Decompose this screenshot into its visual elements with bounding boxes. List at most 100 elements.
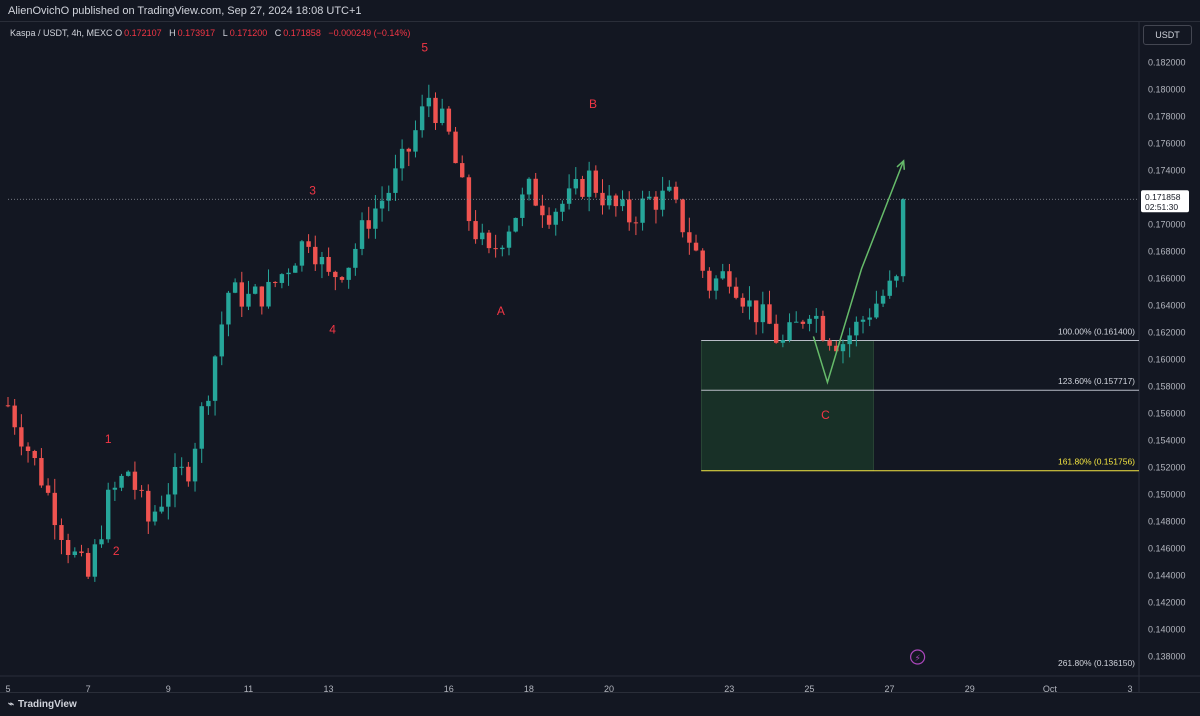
candle-body: [880, 295, 886, 304]
y-tick-label: 0.168000: [1148, 246, 1186, 256]
candle-body: [219, 324, 224, 357]
candle-body: [540, 205, 545, 216]
candle-body: [45, 485, 51, 493]
candle-body: [139, 489, 144, 491]
y-tick-label: 0.162000: [1148, 327, 1186, 337]
candle-body: [39, 458, 44, 486]
wave-label: 3: [309, 184, 316, 198]
fib-level-label: 261.80% (0.136150): [1058, 658, 1135, 668]
x-tick-label: 23: [724, 684, 734, 692]
candle-body: [99, 539, 104, 545]
candle-body: [433, 97, 438, 124]
open-value: 0.172107: [124, 28, 162, 38]
y-tick-label: 0.138000: [1148, 651, 1186, 661]
candle-body: [847, 335, 852, 345]
chart-area[interactable]: 0.182000 0.180000 0.178000 0.176000 0.174000…: [0, 22, 1200, 692]
candle-body: [272, 281, 278, 283]
candle-body: [874, 303, 879, 318]
y-tick-label: 0.140000: [1148, 624, 1186, 634]
candle-body: [373, 208, 378, 229]
candle-body: [379, 200, 385, 209]
fib-level-label: 100.00% (0.161400): [1058, 326, 1135, 336]
wave-label: 2: [113, 544, 120, 558]
close-label: C: [274, 28, 282, 38]
candle-body: [239, 282, 244, 307]
candle-body: [560, 203, 565, 212]
candle-body: [687, 232, 692, 243]
candle-body: [112, 487, 118, 490]
candle-body: [65, 540, 71, 556]
candle-body: [52, 492, 57, 526]
x-tick-label: 16: [444, 684, 454, 692]
candle-body: [620, 199, 625, 207]
logo-text: TradingView: [18, 699, 77, 710]
candle-body: [566, 188, 572, 204]
candle-body: [807, 318, 812, 324]
candle-body: [326, 256, 331, 272]
candle-body: [580, 178, 585, 197]
candle-body: [172, 466, 178, 495]
event-icon: [910, 649, 926, 665]
candle-body: [5, 405, 11, 407]
candle-body: [780, 340, 786, 343]
candle-body: [840, 344, 846, 352]
x-tick-label: Oct: [1043, 684, 1058, 692]
price-chart[interactable]: 0.182000 0.180000 0.178000 0.176000 0.174000…: [0, 22, 1200, 692]
candle-body: [366, 220, 371, 229]
y-tick-label: 0.150000: [1148, 489, 1186, 499]
candle-body: [79, 551, 84, 553]
candle-body: [894, 276, 899, 281]
candle-body: [419, 106, 425, 131]
y-tick-label: 0.164000: [1148, 300, 1186, 310]
candle-body: [767, 304, 772, 324]
candle-body: [606, 195, 612, 206]
candle-body: [426, 97, 432, 107]
candle-body: [446, 108, 452, 132]
last-price-value: 0.171858: [1145, 192, 1181, 202]
y-tick-label: 0.170000: [1148, 219, 1186, 229]
low-label: L: [222, 28, 228, 38]
change-value: −0.000249 (−0.14%): [328, 28, 411, 38]
candle-body: [212, 356, 218, 401]
low-value: 0.171200: [229, 28, 268, 38]
candle-body: [867, 317, 872, 320]
candle-body: [192, 448, 198, 482]
y-tick-label: 0.156000: [1148, 408, 1186, 418]
candle-body: [413, 130, 418, 152]
candle-body: [132, 471, 138, 490]
candle-body: [753, 300, 759, 323]
y-tick-label: 0.182000: [1148, 57, 1186, 67]
candle-body: [480, 232, 485, 240]
candle-body: [747, 300, 752, 307]
candle-body: [660, 190, 665, 210]
y-tick-label: 0.146000: [1148, 543, 1186, 553]
x-tick-label: 25: [804, 684, 814, 692]
wave-label: A: [497, 304, 505, 318]
candle-body: [526, 178, 532, 195]
candle-body: [800, 321, 806, 324]
candle-body: [573, 178, 578, 189]
candle-body: [19, 427, 24, 447]
candle-body: [773, 323, 779, 343]
candle-body: [720, 271, 725, 279]
candle-body: [453, 131, 458, 164]
candle-body: [586, 170, 592, 197]
tradingview-logo[interactable]: ⌁ TradingView: [8, 693, 77, 716]
wave-label: 5: [421, 40, 428, 54]
candle-body: [299, 241, 305, 266]
candle-body: [834, 345, 839, 352]
candle-body: [72, 551, 77, 556]
candle-body: [439, 108, 445, 124]
candle-body: [306, 241, 311, 247]
y-tick-label: 0.176000: [1148, 138, 1186, 148]
y-tick-label: 0.148000: [1148, 516, 1186, 526]
x-tick-label: 20: [604, 684, 614, 692]
currency-button[interactable]: USDT: [1143, 25, 1192, 45]
candle-body: [359, 220, 365, 249]
candle-body: [246, 293, 251, 307]
wave-label: 4: [329, 323, 336, 337]
candle-body: [900, 199, 906, 277]
candle-body: [520, 194, 525, 218]
candle-body: [707, 270, 712, 291]
candle-body: [346, 267, 351, 280]
